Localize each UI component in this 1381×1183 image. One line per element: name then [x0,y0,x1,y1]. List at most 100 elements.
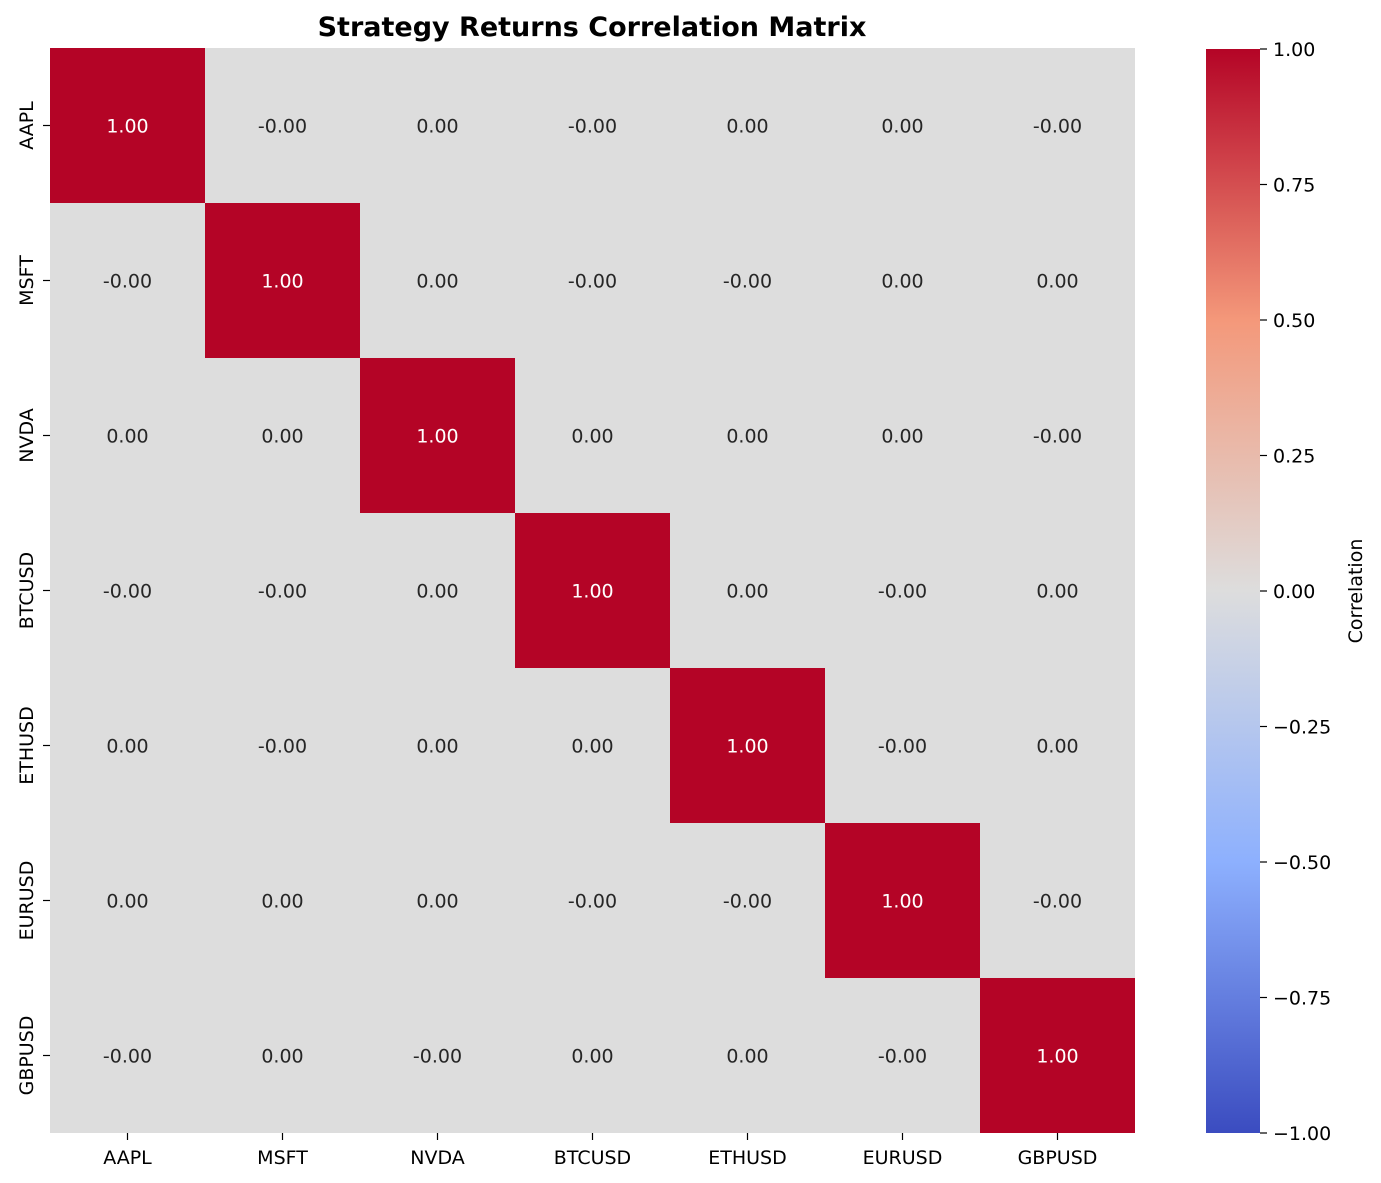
cell-value-label: 1.00 [261,271,303,293]
colorbar-tick-label: −0.75 [1273,988,1331,1010]
cell-value-label: -0.00 [1033,891,1082,913]
cell-value-label: 1.00 [881,891,923,913]
x-tick-label: GBPUSD [1018,1147,1098,1169]
cell-value-label: 1.00 [726,736,768,758]
cell-value-label: 0.00 [1036,271,1078,293]
colorbar-tick-label: −1.00 [1273,1123,1331,1145]
colorbar-label: Correlation [1345,539,1367,644]
y-tick-label: GBPUSD [16,1016,38,1096]
heatmap-cell-btcusd-msft [205,513,360,668]
heatmap-cell-btcusd-ethusd [670,513,825,668]
cell-value-label: 0.00 [726,1046,768,1068]
cell-value-label: 0.00 [1036,581,1078,603]
heatmap-cell-btcusd-gbpusd [980,513,1135,668]
cell-value-label: -0.00 [103,581,152,603]
heatmap-cell-msft-btcusd [515,203,670,358]
y-tick-label: AAPL [16,101,38,150]
cell-value-label: 0.00 [106,891,148,913]
cell-value-label: -0.00 [1033,426,1082,448]
heatmap-cell-ethusd-nvda [360,668,515,823]
cell-value-label: -0.00 [103,1046,152,1068]
colorbar-tick-label: 0.00 [1273,581,1315,603]
heatmap-cell-msft-msft [205,203,360,358]
cell-value-label: -0.00 [258,736,307,758]
cell-value-label: -0.00 [103,271,152,293]
colorbar-tick-label: 0.25 [1273,446,1315,468]
colorbar-tick-label: 1.00 [1273,39,1315,61]
heatmap-cell-nvda-msft [205,358,360,513]
heatmap-cell-ethusd-gbpusd [980,668,1135,823]
cell-value-label: 0.00 [571,1046,613,1068]
cell-value-label: 0.00 [881,271,923,293]
heatmap-cell-aapl-aapl [50,48,205,203]
x-tick-label: ETHUSD [708,1147,787,1169]
x-tick-label: AAPL [103,1147,152,1169]
heatmap-cell-eurusd-nvda [360,823,515,978]
heatmap-cell-eurusd-aapl [50,823,205,978]
heatmap-cell-aapl-btcusd [515,48,670,203]
colorbar-gradient [1206,49,1260,1133]
heatmap-cell-gbpusd-btcusd [515,978,670,1133]
cell-value-label: 0.00 [726,581,768,603]
heatmap-cell-eurusd-btcusd [515,823,670,978]
x-tick-label: EURUSD [863,1147,943,1169]
cell-value-label: -0.00 [568,891,617,913]
cell-value-label: 0.00 [881,116,923,138]
heatmap-cells: 1.00 -0.00 0.00 -0.00 0.00 0.00 -0.00 -0.00 1.00… [50,48,1135,1133]
cell-value-label: 1.00 [416,426,458,448]
heatmap-cell-nvda-aapl [50,358,205,513]
x-axis: AAPL MSFT NVDA BTCUSD ETHUSD EURUSD GBPUSD [103,1133,1097,1169]
cell-value-label: 0.00 [261,891,303,913]
heatmap-cell-eurusd-ethusd [670,823,825,978]
heatmap-cell-nvda-eurusd [825,358,980,513]
heatmap-cell-msft-ethusd [670,203,825,358]
cell-value-label: 0.00 [881,426,923,448]
heatmap-cell-aapl-eurusd [825,48,980,203]
heatmap-cell-msft-aapl [50,203,205,358]
x-tick-label: NVDA [410,1147,465,1169]
heatmap-cell-ethusd-eurusd [825,668,980,823]
y-tick-label: MSFT [16,255,38,306]
cell-value-label: 0.00 [571,426,613,448]
heatmap-cell-aapl-nvda [360,48,515,203]
colorbar: 1.00 0.75 0.50 0.25 0.00 −0.25 −0.50 −0.75 −1.00… [1206,39,1367,1145]
cell-value-label: 0.00 [416,581,458,603]
y-tick-label: EURUSD [16,861,38,941]
heatmap-cell-eurusd-gbpusd [980,823,1135,978]
colorbar-tick-label: 0.75 [1273,175,1315,197]
heatmap-cell-nvda-gbpusd [980,358,1135,513]
cell-value-label: 0.00 [726,116,768,138]
heatmap-cell-ethusd-ethusd [670,668,825,823]
heatmap-cell-gbpusd-eurusd [825,978,980,1133]
heatmap-cell-msft-gbpusd [980,203,1135,358]
heatmap-cell-ethusd-aapl [50,668,205,823]
cell-value-label: 0.00 [571,736,613,758]
x-tick-label: BTCUSD [554,1147,631,1169]
heatmap-cell-gbpusd-msft [205,978,360,1133]
y-axis: AAPL MSFT NVDA BTCUSD ETHUSD EURUSD GBPUSD [16,101,50,1096]
cell-value-label: -0.00 [878,736,927,758]
cell-value-label: 1.00 [106,116,148,138]
cell-value-label: -0.00 [878,581,927,603]
heatmap-cell-eurusd-msft [205,823,360,978]
cell-value-label: 0.00 [726,426,768,448]
heatmap-cell-msft-eurusd [825,203,980,358]
heatmap-cell-btcusd-btcusd [515,513,670,668]
heatmap-cell-gbpusd-nvda [360,978,515,1133]
heatmap-cell-aapl-ethusd [670,48,825,203]
colorbar-tick-label: 0.50 [1273,310,1315,332]
cell-value-label: -0.00 [258,116,307,138]
cell-value-label: 0.00 [261,1046,303,1068]
cell-value-label: -0.00 [878,1046,927,1068]
heatmap-cell-eurusd-eurusd [825,823,980,978]
heatmap-cell-ethusd-btcusd [515,668,670,823]
heatmap-cell-nvda-nvda [360,358,515,513]
cell-value-label: -0.00 [1033,116,1082,138]
colorbar-tick-label: −0.25 [1273,717,1331,739]
cell-value-label: 0.00 [1036,736,1078,758]
heatmap-cell-nvda-ethusd [670,358,825,513]
cell-value-label: -0.00 [258,581,307,603]
cell-value-label: 0.00 [261,426,303,448]
cell-value-label: -0.00 [413,1046,462,1068]
